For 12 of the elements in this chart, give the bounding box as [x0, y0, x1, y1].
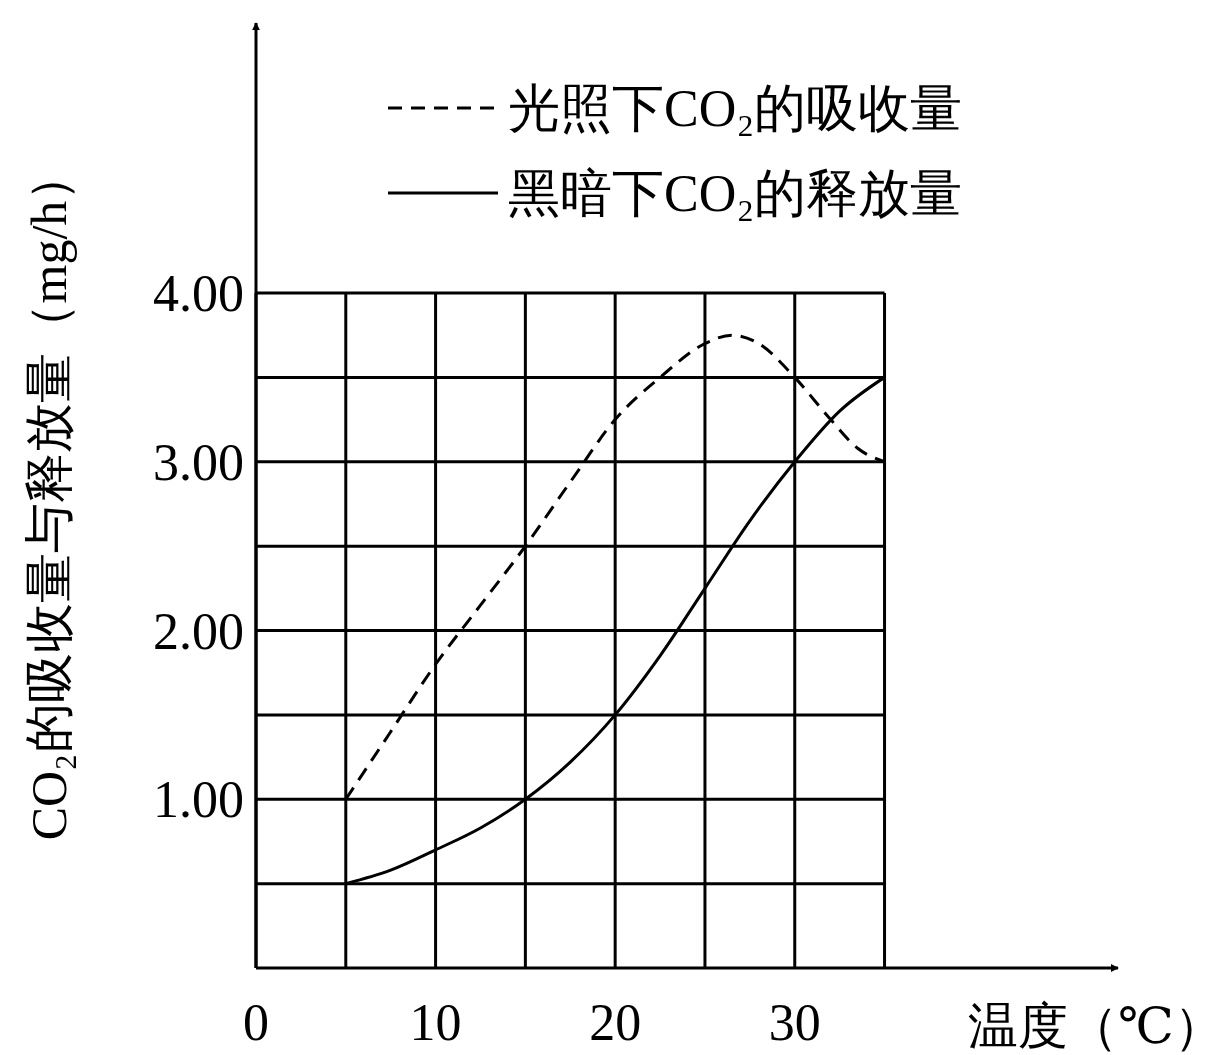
- x-tick-label: 30: [768, 994, 821, 1051]
- x-tick-label: 0: [243, 994, 269, 1051]
- y-axis-title: CO₂的吸收量与释放量（mg/h）: [21, 150, 77, 841]
- y-tick-label: 1.00: [153, 771, 244, 829]
- legend-label: 光照下CO₂的吸收量: [508, 80, 963, 137]
- y-tick-label: 4.00: [153, 265, 244, 322]
- legend-label: 黑暗下CO₂的释放量: [508, 165, 963, 222]
- x-tick-label: 10: [409, 994, 462, 1051]
- x-tick-label: 20: [589, 994, 642, 1051]
- x-axis-title: 温度（℃）: [968, 998, 1220, 1054]
- y-tick-label: 3.00: [153, 433, 244, 491]
- y-tick-label: 2.00: [153, 602, 244, 660]
